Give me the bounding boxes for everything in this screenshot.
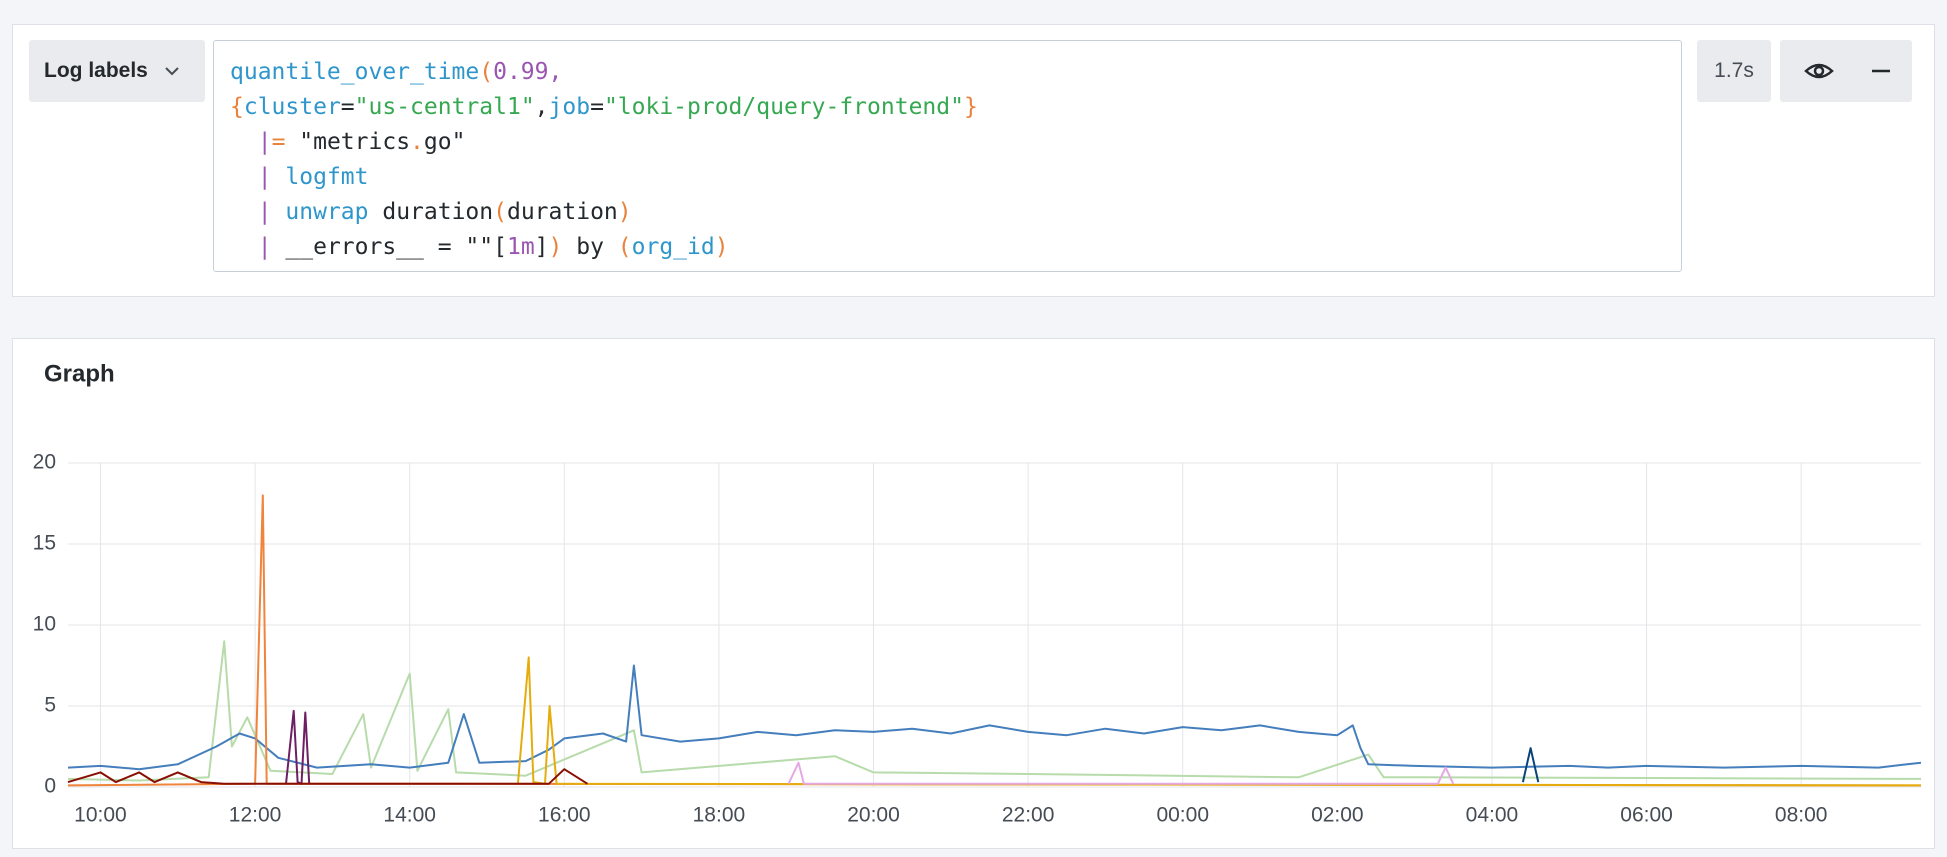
code-line: quantile_over_time(0.99, (230, 55, 1665, 90)
eye-icon (1803, 63, 1834, 79)
code-token: unwrap (271, 199, 369, 225)
code-token: duration (368, 199, 494, 225)
code-token: | (257, 129, 272, 155)
x-tick-label: 04:00 (1466, 804, 1519, 827)
code-token: ( (479, 59, 494, 85)
log-labels-button[interactable]: Log labels (29, 40, 205, 102)
code-line: | logfmt (230, 160, 1665, 195)
code-token: ( (493, 199, 507, 225)
graph-panel (12, 338, 1935, 849)
code-line: {cluster="us-central1",job="loki-prod/qu… (230, 90, 1665, 125)
code-token: | (257, 164, 272, 190)
x-tick-label: 12:00 (229, 804, 282, 827)
x-tick-label: 18:00 (693, 804, 746, 827)
code-token: cluster (243, 94, 341, 120)
series-line (516, 656, 1922, 787)
series-line (1521, 747, 1540, 783)
code-token: 0.99 (493, 59, 549, 85)
code-token: | (257, 234, 272, 260)
query-editor[interactable]: quantile_over_time(0.99, {cluster="us-cen… (213, 40, 1682, 272)
button-label: Log labels (44, 59, 148, 82)
y-tick-label: 10 (33, 613, 56, 636)
code-token: = (271, 129, 286, 155)
duration-text: 1.7s (1714, 59, 1754, 82)
code-token: job (548, 94, 591, 120)
code-token: , (548, 59, 563, 85)
x-tick-label: 14:00 (383, 804, 436, 827)
remove-query-button[interactable] (1850, 40, 1912, 102)
x-tick-label: 22:00 (1002, 804, 1055, 827)
duration-badge: 1.7s (1697, 40, 1771, 102)
code-token: org_id (631, 234, 715, 260)
code-token: ( (617, 234, 632, 260)
code-line: | __errors__ = ""[1m]) by (org_id) (230, 230, 1665, 265)
series-line (67, 494, 1922, 787)
chevron-icon (165, 67, 179, 76)
x-tick-label: 06:00 (1620, 804, 1673, 827)
series-line (787, 761, 1455, 785)
y-tick-label: 5 (44, 694, 56, 717)
code-token: go" (423, 129, 466, 155)
code-token: "us-central1" (354, 94, 535, 120)
chart-title: Graph (44, 360, 115, 387)
x-tick-label: 00:00 (1156, 804, 1209, 827)
code-line: |= "metrics.go" (230, 125, 1665, 160)
code-token: ) (714, 234, 729, 260)
code-token: duration (506, 199, 618, 225)
code-token: } (963, 94, 978, 120)
code-token: , (534, 94, 549, 120)
code-token: . (410, 129, 424, 155)
x-tick-label: 02:00 (1311, 804, 1364, 827)
code-token: "loki-prod/query-frontend" (603, 94, 964, 120)
code-token: = (340, 94, 355, 120)
code-token: "metrics (285, 129, 411, 155)
x-tick-label: 20:00 (847, 804, 900, 827)
x-tick-label: 16:00 (538, 804, 591, 827)
series-line (67, 664, 1922, 771)
code-token: | (257, 199, 272, 225)
minus-icon (1872, 69, 1890, 73)
code-token: 1m (506, 234, 535, 260)
toggle-visibility-button[interactable] (1780, 40, 1857, 102)
code-token: by (562, 234, 618, 260)
series-line (67, 640, 1922, 782)
code-line: | unwrap duration(duration) (230, 195, 1665, 230)
y-tick-label: 15 (33, 532, 56, 555)
x-tick-label: 08:00 (1775, 804, 1828, 827)
code-token: logfmt (271, 164, 369, 190)
code-token: ) (617, 199, 632, 225)
code-token: { (230, 94, 244, 120)
code-token: quantile_over_time (230, 59, 480, 85)
code-token: ) (548, 234, 563, 260)
code-token: ] (534, 234, 549, 260)
y-tick-label: 0 (44, 775, 56, 798)
series-line (67, 768, 589, 785)
x-tick-label: 10:00 (74, 804, 127, 827)
y-tick-label: 20 (33, 451, 56, 474)
code-token: = (590, 94, 604, 120)
code-token: __errors__ = ""[ (271, 234, 507, 260)
